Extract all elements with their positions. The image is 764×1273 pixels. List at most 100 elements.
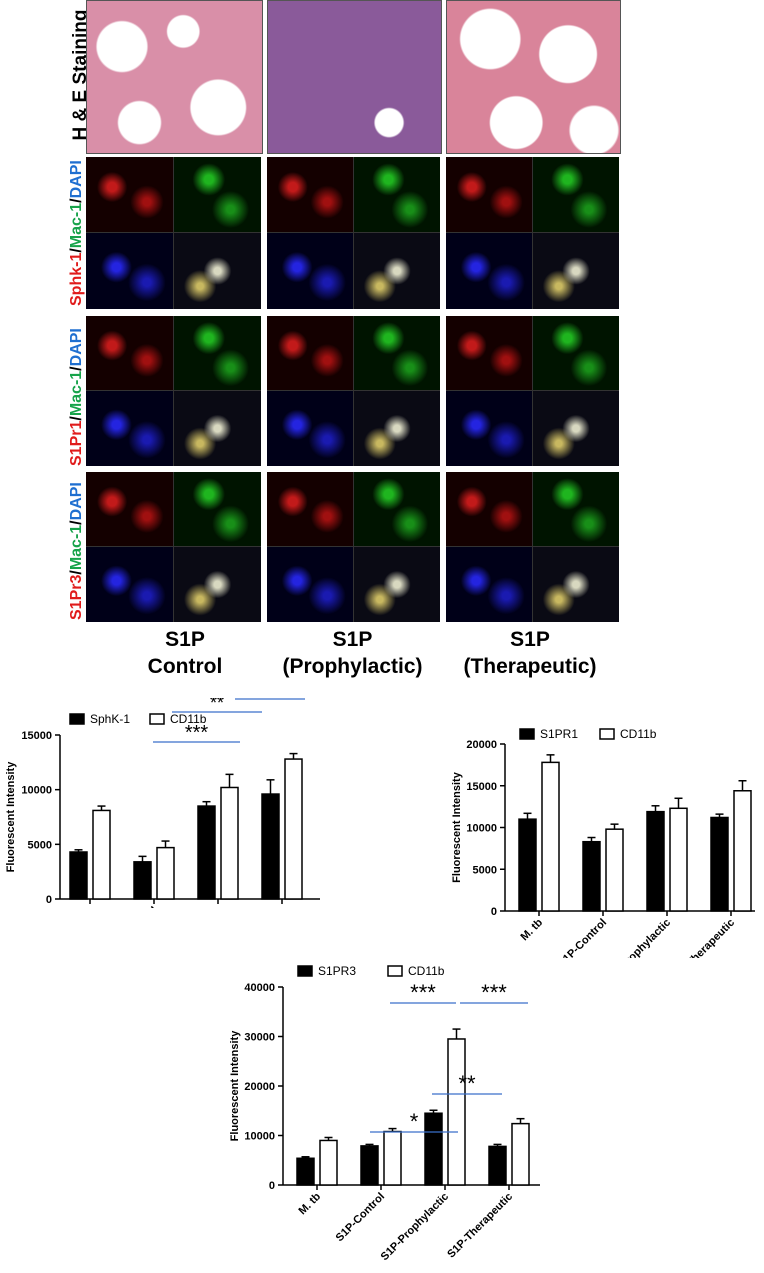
y-tick-label: 20000 [244,1081,275,1093]
red-channel-image [446,472,533,547]
row-label-part: S1Pr3 [68,574,85,620]
bar [319,1139,338,1186]
legend-label: CD11b [408,964,445,978]
green-channel-image [173,157,261,233]
merged-image [173,547,261,622]
blue-channel-image [86,391,174,466]
legend-swatch [149,713,165,725]
column-label-line1: S1P [510,628,550,651]
x-tick-label: S1P-Therapeutic [218,905,288,908]
blue-channel-image [86,233,174,309]
fluorescence-panel [446,157,619,309]
row-label-part: S1Pr1 [68,420,85,466]
row-label-part: Mac-1 [68,202,85,249]
blue-channel-image [446,391,533,466]
y-tick-label: 30000 [244,1032,275,1044]
bar [646,810,665,912]
row-label-part: Mac-1 [68,370,85,417]
he-panel-control [86,0,263,154]
significance-label: *** [185,722,209,744]
bar [541,761,560,912]
y-tick-label: 5000 [473,864,497,876]
merged-image [173,391,261,466]
blue-channel-image [267,547,354,622]
chart-s1pr1: Fluorescent Intensity 0 5000 10000 15000 2000… [451,727,755,958]
column-label-line1: S1P [332,628,373,651]
row-label-part: / [68,366,85,371]
blue-channel-image [267,391,354,466]
x-tick-label: S1P-Prophylactic [379,1191,451,1263]
column-label-line2: Control [147,655,223,678]
column-label-line2: (Prophylactic) [282,655,423,678]
red-channel-image [446,157,533,233]
column-label-prophylactic: S1P (Prophylactic) [260,626,445,680]
row-label-part: / [68,248,85,253]
he-panel-therapeutic [446,0,621,154]
bar [92,809,111,900]
row-label-part: / [68,416,85,421]
x-tick-label: S1P-Control [107,905,160,908]
significance-label: * [266,698,273,700]
y-axis-title: Fluorescent Intensity [229,1030,241,1142]
bar [284,758,303,900]
bar [383,1130,402,1186]
bar [296,1157,315,1186]
column-label-control: S1P Control [120,626,250,680]
red-channel-image [86,157,174,233]
legend-swatch [297,965,313,977]
fluorescence-panel [86,316,261,466]
blue-channel-image [446,233,533,309]
bar [582,840,601,912]
merged-image [532,233,619,309]
green-channel-image [532,316,619,391]
red-channel-image [267,157,354,233]
fluorescence-panel [446,472,619,622]
significance-label: ** [210,698,224,713]
red-channel-image [86,316,174,391]
significance-label: *** [481,980,507,1005]
y-tick-label: 10000 [466,823,497,835]
fluorescence-panel [86,472,261,622]
row-label-part: DAPI [68,328,85,367]
merged-image [532,547,619,622]
bar [605,828,624,912]
chart-s1pr3: Fluorescent Intensity 0 10000 20000 30000 400… [229,964,540,1263]
legend-label: S1PR1 [540,727,578,741]
green-channel-image [532,472,619,547]
fluorescence-panel [267,472,440,622]
red-channel-image [267,316,354,391]
x-tick-label: M. tb [518,916,545,943]
y-tick-label: 0 [46,894,52,906]
row-label-part: / [68,198,85,203]
sphk1-row-label: Sphk-1/Mac-1/DAPI [68,160,86,306]
bar [447,1038,466,1186]
legend-swatch [387,965,403,977]
green-channel-image [173,472,261,547]
red-channel-image [86,472,174,547]
fluorescence-panel [267,316,440,466]
fluorescence-panel [86,157,261,309]
y-tick-label: 10000 [244,1131,275,1143]
fluorescence-panel [446,316,619,466]
merged-image [353,547,440,622]
merged-image [173,233,261,309]
row-label-part: / [68,520,85,525]
blue-channel-image [446,547,533,622]
y-tick-label: 15000 [21,730,52,742]
s1pr3-row-label: S1Pr3/Mac-1/DAPI [68,482,86,620]
column-label-therapeutic: S1P (Therapeutic) [440,626,620,680]
row-label-part: / [68,570,85,575]
bar [360,1145,379,1186]
x-tick-label: S1P-Therapeutic [445,1191,515,1261]
significance-label: *** [410,980,436,1005]
green-channel-image [353,316,440,391]
y-tick-label: 0 [491,906,497,918]
bar [261,793,280,900]
red-channel-image [267,472,354,547]
y-tick-label: 10000 [21,785,52,797]
bar [511,1122,530,1186]
y-tick-label: 40000 [244,982,275,994]
legend-label: SphK-1 [90,712,130,726]
merged-image [532,391,619,466]
chart-sphk1: Fluorescent Intensity 0 5000 10000 15000 M. t… [5,698,320,908]
